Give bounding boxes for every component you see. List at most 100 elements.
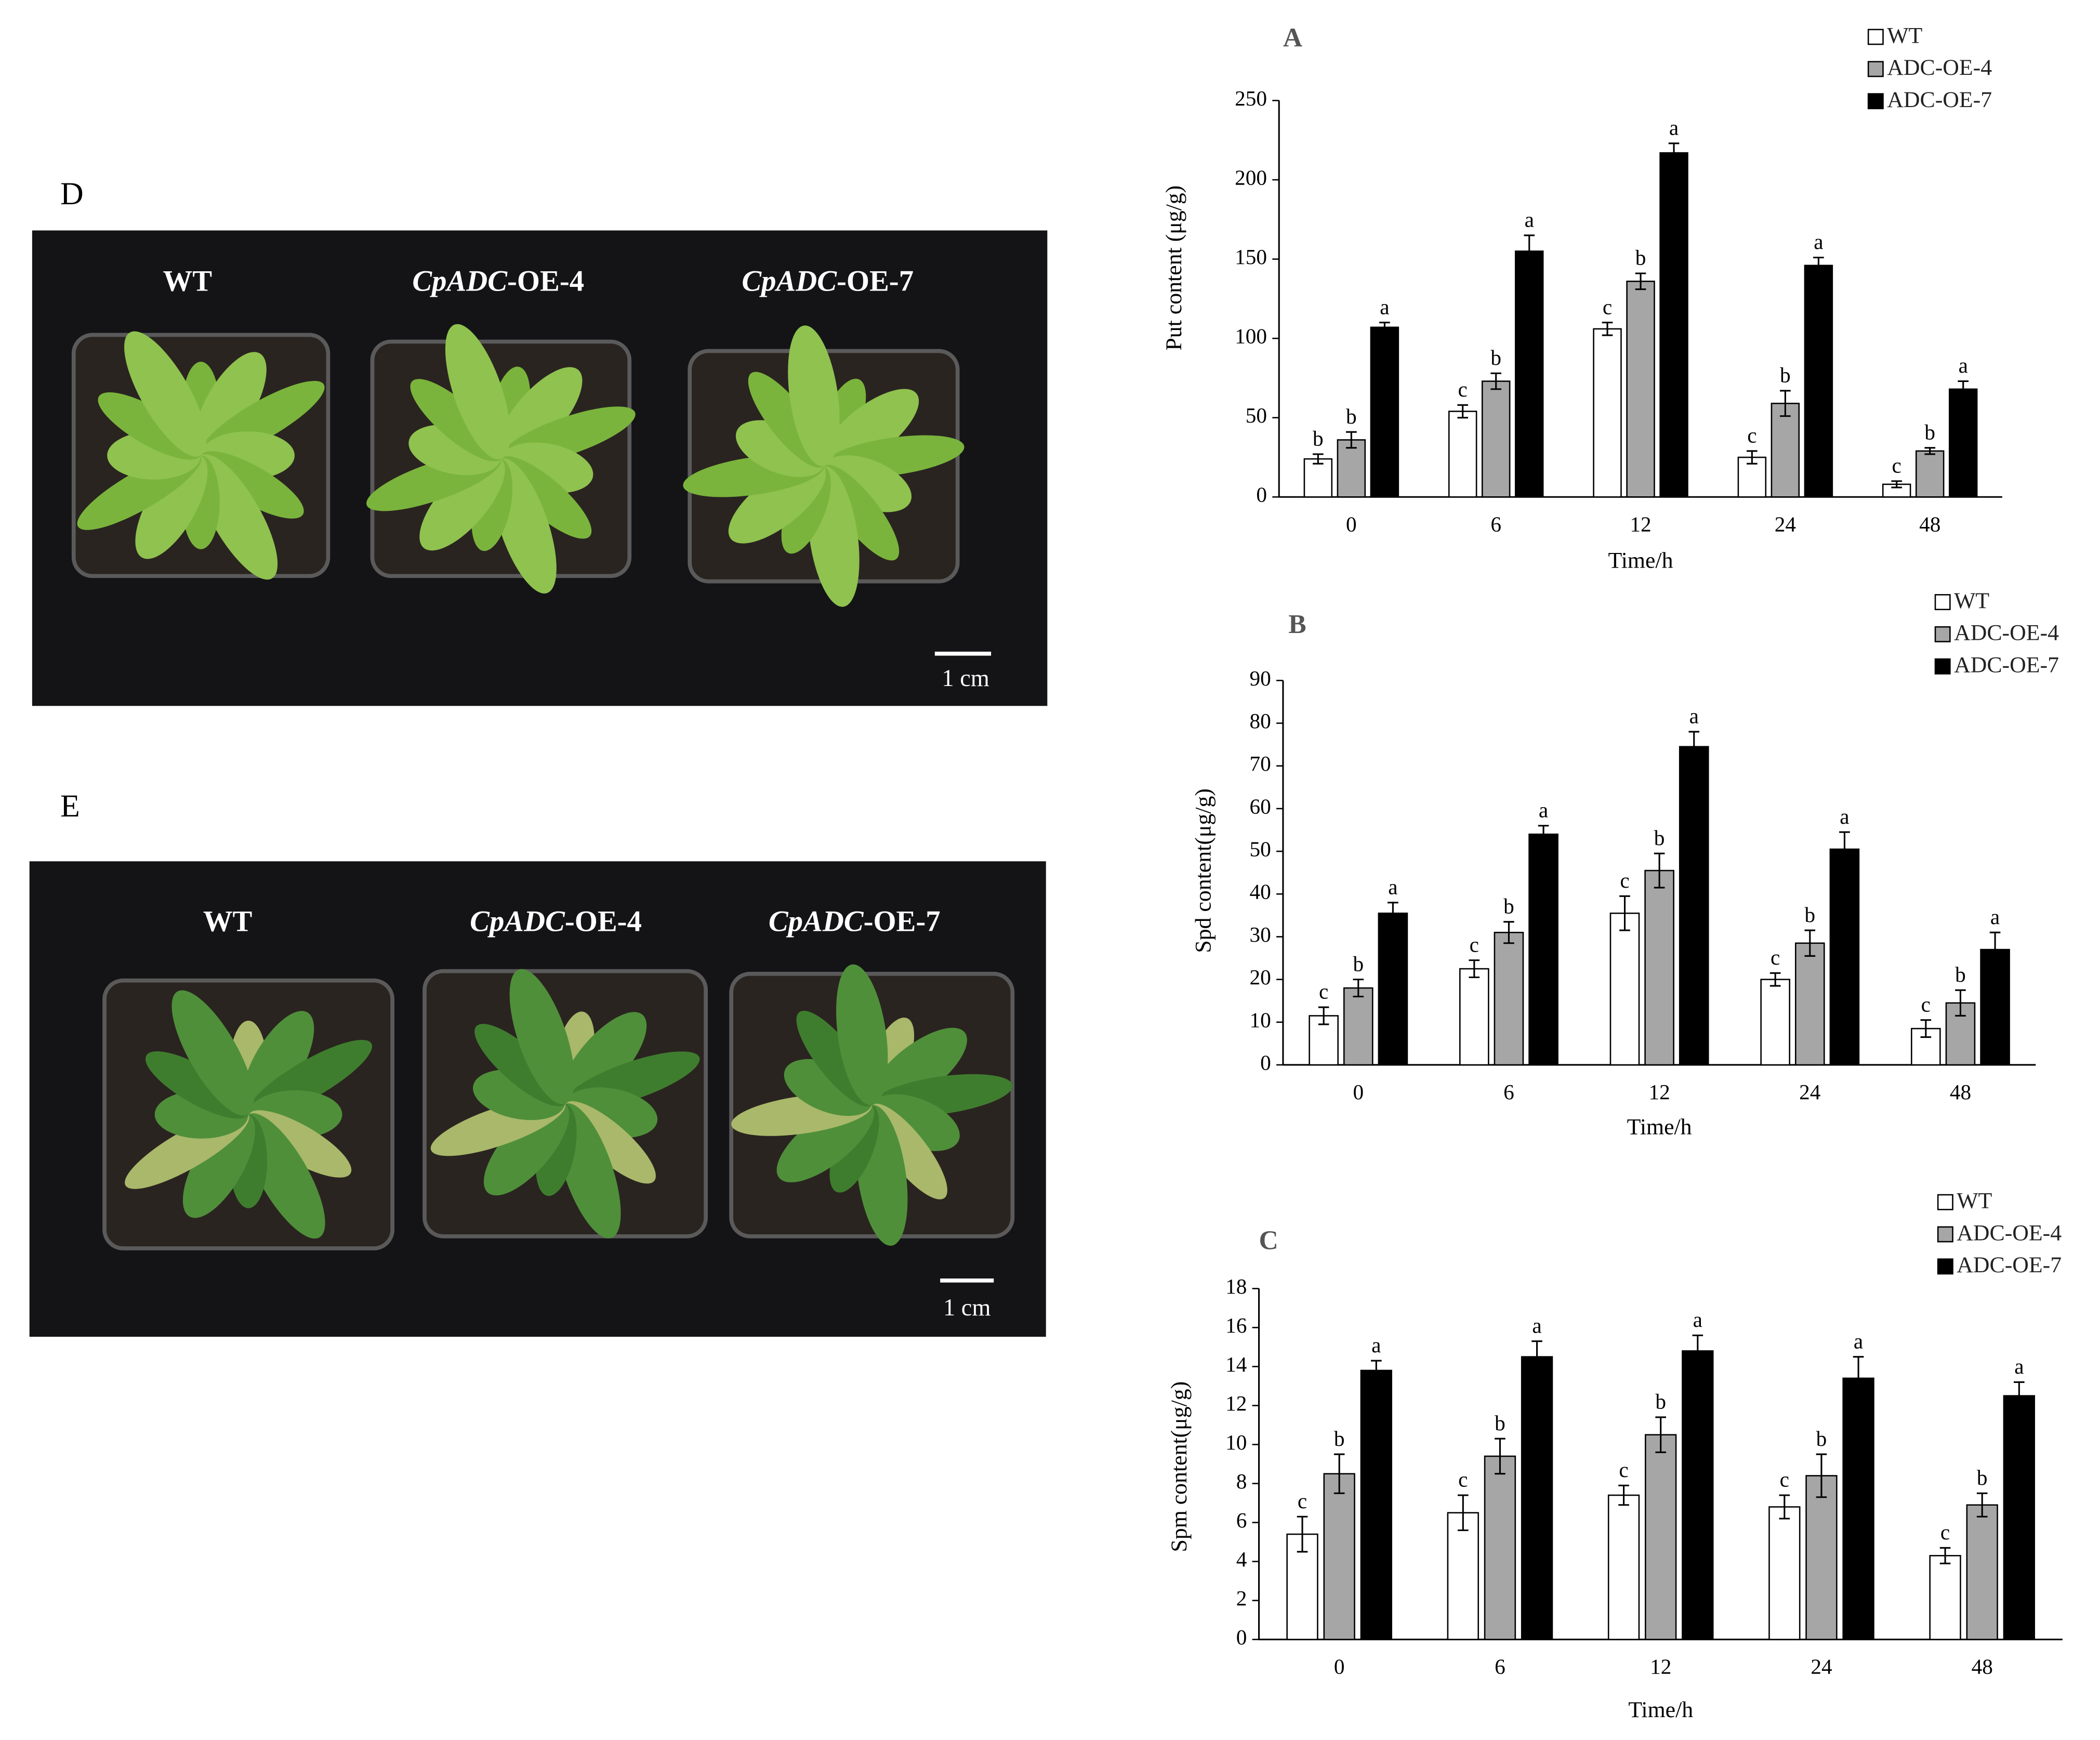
x-tick-label: 12 <box>1630 512 1651 536</box>
significance-letter: c <box>1747 423 1756 447</box>
bar <box>1659 152 1688 498</box>
significance-letter: a <box>1525 207 1534 231</box>
legend-swatch <box>1867 61 1884 77</box>
error-bar <box>1924 447 1936 455</box>
significance-letter: c <box>1458 377 1468 401</box>
significance-letter: b <box>1353 952 1364 976</box>
chart-title: C <box>1259 1226 1278 1256</box>
bar <box>1514 251 1544 498</box>
x-tick-label: 0 <box>1353 1080 1364 1104</box>
bar <box>1607 1494 1640 1640</box>
significance-letter: c <box>1298 1489 1307 1513</box>
y-tick-label: 6 <box>1236 1508 1247 1532</box>
bar <box>1842 1377 1874 1640</box>
genotype-italic: CpADC <box>470 905 565 938</box>
bar <box>1370 326 1399 498</box>
error-bar <box>1531 1340 1542 1374</box>
significance-letter: a <box>1814 230 1823 254</box>
bar <box>1521 1356 1553 1640</box>
error-bar <box>1490 372 1502 390</box>
genotype-rest: -OE-7 <box>864 905 941 938</box>
chart-title: A <box>1283 23 1302 52</box>
error-bar <box>1318 1006 1329 1025</box>
error-bar <box>1853 1356 1864 1401</box>
scale-label: 1 cm <box>942 665 989 692</box>
x-tick-label: 12 <box>1649 1080 1670 1104</box>
significance-letter: a <box>1840 805 1849 828</box>
y-tick-label: 100 <box>1235 324 1267 348</box>
y-tick-label: 4 <box>1236 1547 1247 1571</box>
significance-letter: b <box>1816 1427 1827 1451</box>
bar <box>1448 411 1477 498</box>
significance-letter: c <box>1319 980 1328 1004</box>
y-tick-label: 2 <box>1236 1586 1247 1610</box>
error-bar <box>1692 1334 1703 1367</box>
significance-letter: b <box>1924 420 1935 444</box>
genotype-rest: -OE-4 <box>507 265 584 298</box>
x-axis-label: Time/h <box>1627 1115 1692 1140</box>
bar <box>1794 942 1825 1066</box>
bar <box>1447 1512 1479 1640</box>
legend-swatch <box>1934 658 1951 675</box>
y-tick-label: 0 <box>1256 483 1267 507</box>
bar <box>1829 848 1860 1066</box>
legend-label: WT <box>1957 1188 1992 1213</box>
significance-letter: c <box>1620 868 1629 892</box>
error-bar <box>1839 831 1850 867</box>
y-tick-label: 30 <box>1250 922 1271 946</box>
leaf <box>483 1101 570 1196</box>
leaf <box>242 1011 314 1116</box>
leaf <box>135 454 208 559</box>
significance-letter: a <box>1371 1333 1381 1357</box>
significance-letter: b <box>1346 404 1357 428</box>
error-bar <box>1813 256 1824 274</box>
y-tick-label: 250 <box>1235 86 1267 110</box>
significance-letter: b <box>1490 346 1501 370</box>
y-tick-label: 8 <box>1236 1469 1247 1493</box>
bar <box>1682 1350 1714 1640</box>
significance-letter: c <box>1892 453 1901 477</box>
error-bar <box>1668 142 1680 163</box>
significance-letter: c <box>1921 992 1931 1016</box>
error-bar <box>1654 852 1665 889</box>
leaf <box>788 325 840 467</box>
significance-letter: b <box>1780 363 1791 387</box>
significance-letter: a <box>1532 1313 1541 1337</box>
bar <box>1805 1475 1838 1640</box>
x-tick-label: 24 <box>1775 512 1796 536</box>
error-bar <box>1602 322 1613 336</box>
genotype-italic: CpADC <box>742 265 837 298</box>
y-tick-label: 200 <box>1235 165 1267 189</box>
significance-letter: a <box>1669 116 1679 140</box>
bar <box>1644 869 1674 1066</box>
significance-letter: b <box>1955 963 1966 986</box>
significance-letter: b <box>1655 1390 1666 1414</box>
genotype-rest: -OE-7 <box>837 265 914 298</box>
bar <box>1771 402 1800 498</box>
rosette <box>366 324 636 594</box>
panel-label: E <box>60 788 80 824</box>
bar <box>1915 450 1945 498</box>
y-tick-label: 80 <box>1250 709 1271 733</box>
significance-letter: b <box>1313 427 1324 451</box>
significance-letter: c <box>1771 945 1780 969</box>
bar <box>1768 1506 1801 1640</box>
leaf <box>445 324 510 459</box>
bar <box>1966 1504 1998 1640</box>
error-bar <box>1655 1416 1666 1454</box>
error-bar <box>1619 895 1630 931</box>
significance-letter: b <box>1654 826 1665 850</box>
significance-letter: c <box>1780 1468 1789 1492</box>
bar <box>1593 328 1622 498</box>
error-bar <box>1469 959 1480 979</box>
y-tick-label: 0 <box>1236 1625 1247 1649</box>
significance-letter: a <box>1380 295 1389 319</box>
error-bar <box>1333 1453 1345 1494</box>
error-bar <box>1779 1494 1790 1520</box>
genotype-italic: CpADC <box>412 265 508 298</box>
leaf <box>509 969 575 1104</box>
genotype-title: CpADC-OE-7 <box>769 905 941 938</box>
significance-letter: c <box>1940 1520 1950 1544</box>
